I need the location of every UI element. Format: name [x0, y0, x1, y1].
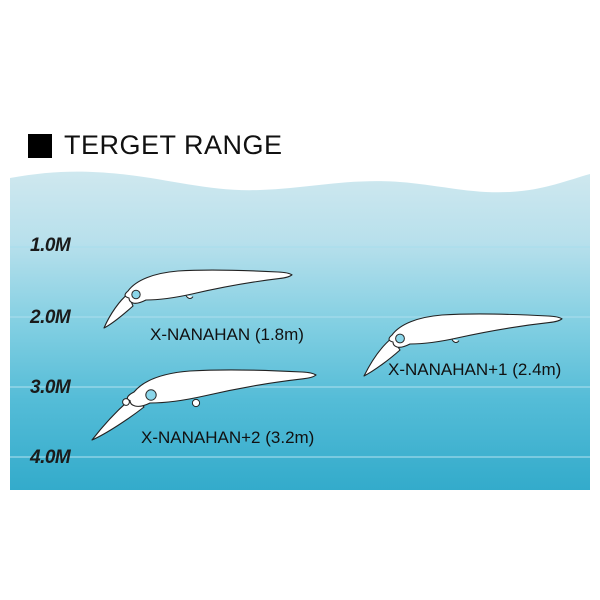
- water-fill: [10, 171, 590, 490]
- lure-rear-hanger: [191, 398, 201, 408]
- depth-label-3m: 3.0M: [30, 377, 71, 398]
- lure-x-nanahan-svg: [103, 269, 293, 329]
- lure-lip: [103, 293, 134, 329]
- lure-hook-hanger: [451, 339, 460, 343]
- lure-label-x-nanahan-plus2: X-NANAHAN+2 (3.2m): [141, 428, 315, 447]
- depth-label-4m: 4.0M: [30, 447, 71, 468]
- page-title: TERGET RANGE: [28, 132, 283, 159]
- depth-label-1m: 1.0M: [30, 235, 71, 256]
- lure-front-hanger: [122, 398, 130, 406]
- lure-x-nanahan: [100, 258, 300, 338]
- black-square-bullet-icon: [28, 133, 52, 158]
- lure-x-nanahan-plus1: [362, 302, 572, 387]
- lure-eye-icon: [145, 389, 157, 401]
- lure-lip: [91, 395, 145, 441]
- lure-body: [126, 369, 317, 407]
- lure-hook-hanger: [185, 295, 194, 299]
- lure-x-nanahan-plus1-svg: [363, 313, 563, 377]
- lure-eye-icon: [131, 289, 141, 300]
- water-svg: [10, 171, 590, 490]
- lure-label-x-nanahan: X-NANAHAN (1.8m): [150, 325, 304, 344]
- water-area: [10, 166, 590, 490]
- depth-label-2m: 2.0M: [30, 307, 71, 328]
- lure-lip: [363, 337, 401, 377]
- lure-label-x-nanahan-plus1: X-NANAHAN+1 (2.4m): [388, 360, 562, 379]
- lure-body: [124, 269, 293, 304]
- lure-x-nanahan-plus2-svg: [91, 369, 317, 441]
- lure-x-nanahan-plus2: [88, 358, 328, 453]
- lure-eye-icon: [395, 333, 405, 344]
- depth-gridlines: [10, 246, 590, 458]
- lure-body: [388, 313, 563, 348]
- page-title-label: TERGET RANGE: [64, 130, 283, 160]
